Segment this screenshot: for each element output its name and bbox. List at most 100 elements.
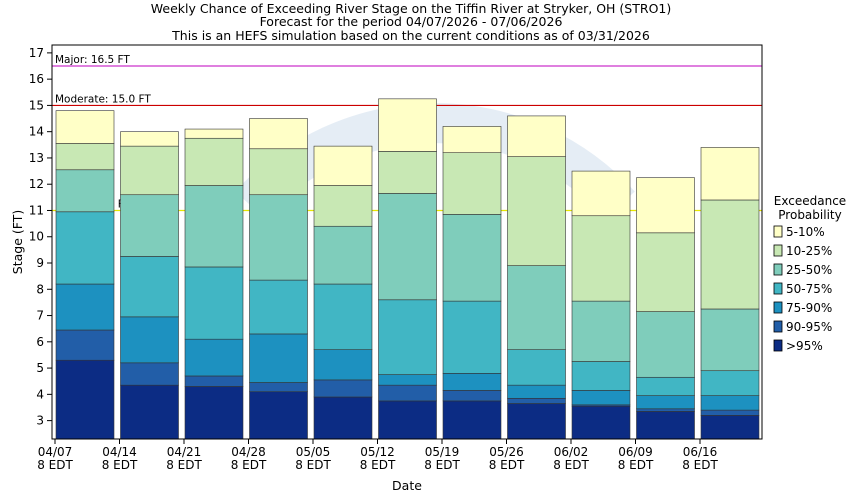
legend-swatch (773, 301, 783, 314)
bar-segment (571, 390, 631, 406)
legend-label: 75-90% (786, 301, 832, 315)
bar-segment (636, 311, 695, 378)
bar-segment (313, 283, 373, 350)
legend-title: Probability (778, 208, 841, 222)
y-tick-label: 11 (29, 203, 44, 217)
bar-segment (313, 396, 373, 440)
bar-segment (378, 384, 437, 402)
x-tick-time: 8 EDT (618, 458, 654, 472)
bar-segment (55, 211, 115, 285)
bar-segment (184, 386, 244, 440)
bar-segment (55, 329, 115, 361)
bar-segment (507, 397, 566, 404)
x-tick-time: 8 EDT (102, 458, 138, 472)
bar-segment (378, 98, 437, 152)
y-tick-label: 8 (36, 282, 44, 296)
bar-segment (378, 193, 437, 301)
y-tick-label: 6 (36, 335, 44, 349)
bar-segment (55, 283, 115, 331)
x-tick-date: 04/28 (231, 445, 266, 459)
bar-segment (442, 126, 502, 153)
y-tick-label: 4 (36, 387, 44, 401)
x-tick-date: 06/02 (554, 445, 589, 459)
x-tick-date: 04/07 (38, 445, 73, 459)
bar-segment (700, 147, 760, 201)
x-tick-time: 8 EDT (295, 458, 331, 472)
x-tick-time: 8 EDT (489, 458, 525, 472)
bar-segment (313, 145, 373, 186)
bar-segment (636, 395, 695, 410)
bar-segment (571, 361, 631, 391)
bar-segment (507, 403, 566, 440)
x-tick-date: 06/09 (618, 445, 653, 459)
bar-segment (249, 382, 308, 393)
bar-segment (378, 374, 437, 386)
x-tick-time: 8 EDT (424, 458, 460, 472)
x-tick-time: 8 EDT (166, 458, 202, 472)
chart-title-line-1: Weekly Chance of Exceeding River Stage o… (151, 1, 671, 16)
bar-segment (507, 265, 566, 350)
flood-line-label: Major: 16.5 FT (55, 54, 130, 66)
legend-swatch (773, 263, 783, 276)
x-tick-date: 04/21 (167, 445, 202, 459)
x-tick-date: 04/14 (102, 445, 137, 459)
y-tick-label: 5 (36, 361, 44, 375)
bar-segment (184, 375, 244, 387)
legend-label: 50-75% (786, 282, 832, 296)
bar-segment (184, 128, 244, 139)
bar-segment (313, 225, 373, 285)
bar-segment (249, 279, 308, 335)
bar-segment (442, 214, 502, 302)
y-tick-label: 16 (29, 72, 44, 86)
legend-swatch (773, 244, 783, 257)
chart-title-line-3: This is an HEFS simulation based on the … (171, 28, 650, 43)
bar-segment (700, 395, 760, 411)
bar-segment (120, 131, 179, 147)
bar-segment (55, 143, 115, 171)
x-tick-time: 8 EDT (682, 458, 718, 472)
bar-segment (249, 118, 308, 150)
bar-segment (636, 376, 695, 396)
legend-swatch (773, 282, 783, 295)
x-tick-time: 8 EDT (37, 458, 73, 472)
bar-segment (378, 299, 437, 375)
bar-segment (571, 215, 631, 302)
x-axis-label: Date (392, 478, 422, 493)
bar-segment (120, 256, 179, 318)
bar-segment (571, 300, 631, 362)
plot-frame (51, 44, 763, 440)
bar-segment (507, 156, 566, 266)
bar-segment (636, 232, 695, 312)
bar-segment (249, 391, 308, 440)
bar-segment (700, 308, 760, 372)
bar-segment (249, 148, 308, 196)
x-tick-date: 05/26 (489, 445, 524, 459)
y-axis-label: Stage (FT) (10, 210, 25, 274)
bar-segment (55, 110, 115, 144)
bar-segment (120, 194, 179, 257)
y-tick-label: 17 (29, 46, 44, 60)
bar-segment (184, 266, 244, 340)
y-tick-label: 12 (29, 177, 44, 191)
bar-segment (507, 384, 566, 399)
y-tick-label: 10 (29, 230, 44, 244)
bar-segment (700, 409, 760, 416)
y-tick-label: 13 (29, 151, 44, 165)
y-tick-label: 3 (36, 414, 44, 428)
x-tick-time: 8 EDT (553, 458, 589, 472)
bar-segment (313, 349, 373, 381)
bar-segment (442, 300, 502, 374)
bar-segment (571, 405, 631, 440)
bar-segment (507, 115, 566, 157)
y-tick-label: 14 (29, 125, 44, 139)
bar-segment (442, 400, 502, 440)
bar-segment (442, 152, 502, 215)
legend-title: Exceedance (774, 194, 846, 208)
bar-segment (249, 194, 308, 281)
bar-segment (700, 415, 760, 440)
bar-segment (120, 145, 179, 196)
bar-segment (120, 316, 179, 364)
bar-segment (184, 137, 244, 186)
bar-segment (378, 400, 437, 440)
x-tick-date: 05/05 (296, 445, 331, 459)
